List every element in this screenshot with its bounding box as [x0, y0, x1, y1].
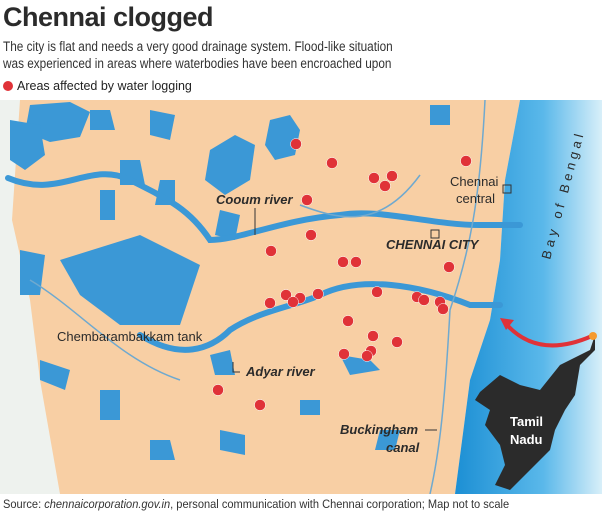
label-adyar-river: Adyar river: [245, 364, 316, 379]
label-chembarambakkam-tank: Chembarambakkam tank: [57, 329, 203, 344]
map: Cooum river CHENNAI CITY Chennai central…: [0, 100, 602, 494]
land: [8, 100, 520, 494]
pointer-arrow: [505, 323, 593, 348]
legend-label: Areas affected by water logging: [17, 79, 192, 93]
legend: Areas affected by water logging: [3, 79, 192, 93]
label-chennai-central: Chennai: [450, 174, 499, 189]
label-chennai-central-2: central: [456, 191, 495, 206]
label-tamil-nadu: Tamil: [510, 414, 543, 429]
label-buckingham-canal: Buckingham: [340, 422, 418, 437]
label-cooum-river: Cooum river: [216, 192, 294, 207]
source-note: Source: chennaicorporation.gov.in, perso…: [3, 497, 510, 511]
tamil-nadu-shape: [475, 335, 595, 490]
subtitle: The city is flat and needs a very good d…: [3, 39, 393, 71]
source-site: chennaicorporation.gov.in: [44, 497, 171, 511]
marker-dot-icon: [3, 81, 13, 91]
chennai-location-dot: [589, 332, 597, 340]
waterbodies: [10, 102, 450, 460]
label-tamil-nadu-2: Nadu: [510, 432, 543, 447]
page-title: Chennai clogged: [3, 2, 214, 32]
cooum-river: [5, 171, 523, 244]
chennai-city-marker: [430, 229, 440, 239]
buckingham-canal: [429, 100, 486, 494]
label-chennai-city: CHENNAI CITY: [386, 237, 480, 252]
land-west-pale: [0, 100, 60, 494]
water-logging-points: [212, 138, 472, 411]
chennai-central-marker: [502, 184, 512, 194]
label-buckingham-canal-2: canal: [386, 440, 420, 455]
